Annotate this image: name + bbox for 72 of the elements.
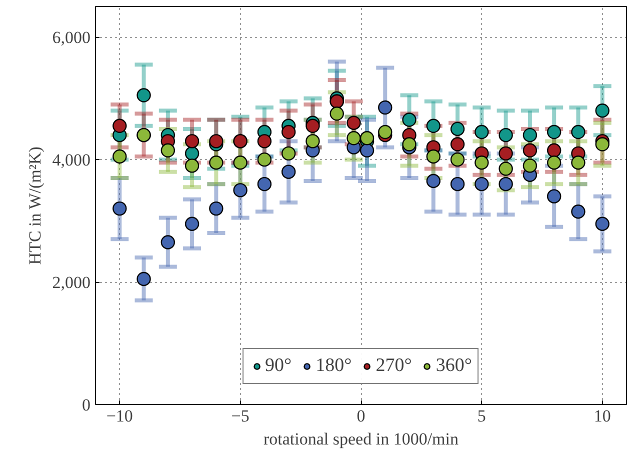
point: [571, 156, 586, 170]
y-axis-title: HTC in W/(m²K): [25, 146, 44, 265]
point: [571, 204, 586, 219]
point: [402, 112, 416, 127]
point: [450, 122, 465, 136]
x-tick-label: 10: [594, 406, 611, 426]
point: [522, 143, 538, 158]
point: [209, 156, 224, 170]
point: [595, 216, 610, 231]
point: [450, 152, 465, 167]
point: [546, 124, 562, 140]
point: [257, 176, 272, 192]
point: [281, 146, 296, 161]
point: [360, 143, 374, 158]
point: [546, 143, 562, 158]
point: [136, 272, 151, 286]
point: [450, 137, 465, 152]
point: [426, 174, 441, 188]
point: [257, 134, 272, 148]
point: [160, 143, 176, 158]
point: [184, 158, 200, 173]
y-tick-label: 6,000: [52, 28, 90, 48]
point: [402, 137, 416, 152]
point: [450, 176, 465, 192]
point: [595, 137, 610, 152]
point: [474, 156, 489, 170]
x-tick-label: −5: [231, 406, 250, 426]
legend-label: 270°: [376, 355, 412, 377]
x-tick-label: −10: [106, 406, 133, 426]
y-tick-label: 4,000: [52, 150, 90, 170]
point: [546, 189, 562, 204]
x-axis-title: rotational speed in 1000/min: [264, 430, 459, 448]
point: [330, 106, 344, 121]
point: [209, 134, 224, 148]
y-tick-label: 2,000: [52, 273, 90, 292]
x-tick-label: 5: [477, 406, 486, 426]
point: [546, 156, 562, 170]
point: [257, 152, 272, 167]
point: [426, 118, 441, 133]
point: [306, 134, 320, 148]
point: [378, 100, 392, 115]
point: [595, 104, 610, 118]
point: [522, 158, 538, 173]
point: [112, 118, 127, 133]
point: [112, 201, 127, 216]
point: [184, 216, 200, 231]
legend-label: 360°: [436, 355, 472, 377]
point: [160, 235, 176, 250]
legend-label: 180°: [316, 355, 352, 377]
point: [426, 149, 441, 164]
point: [498, 128, 513, 142]
x-tick-label: 0: [356, 406, 366, 426]
point: [281, 164, 296, 179]
point: [233, 183, 248, 198]
point: [112, 149, 127, 164]
point: [184, 134, 200, 148]
point: [281, 124, 296, 140]
point: [498, 162, 513, 176]
point: [498, 146, 513, 161]
point: [474, 176, 489, 192]
point: [498, 176, 513, 192]
point: [233, 156, 248, 170]
point: [136, 88, 151, 102]
point: [360, 131, 374, 146]
point: [474, 124, 489, 140]
point: [209, 201, 224, 216]
legend-label: 90°: [265, 355, 292, 377]
point: [346, 131, 361, 146]
point: [378, 124, 392, 140]
point: [522, 128, 538, 142]
point: [571, 124, 586, 140]
point: [306, 118, 320, 133]
